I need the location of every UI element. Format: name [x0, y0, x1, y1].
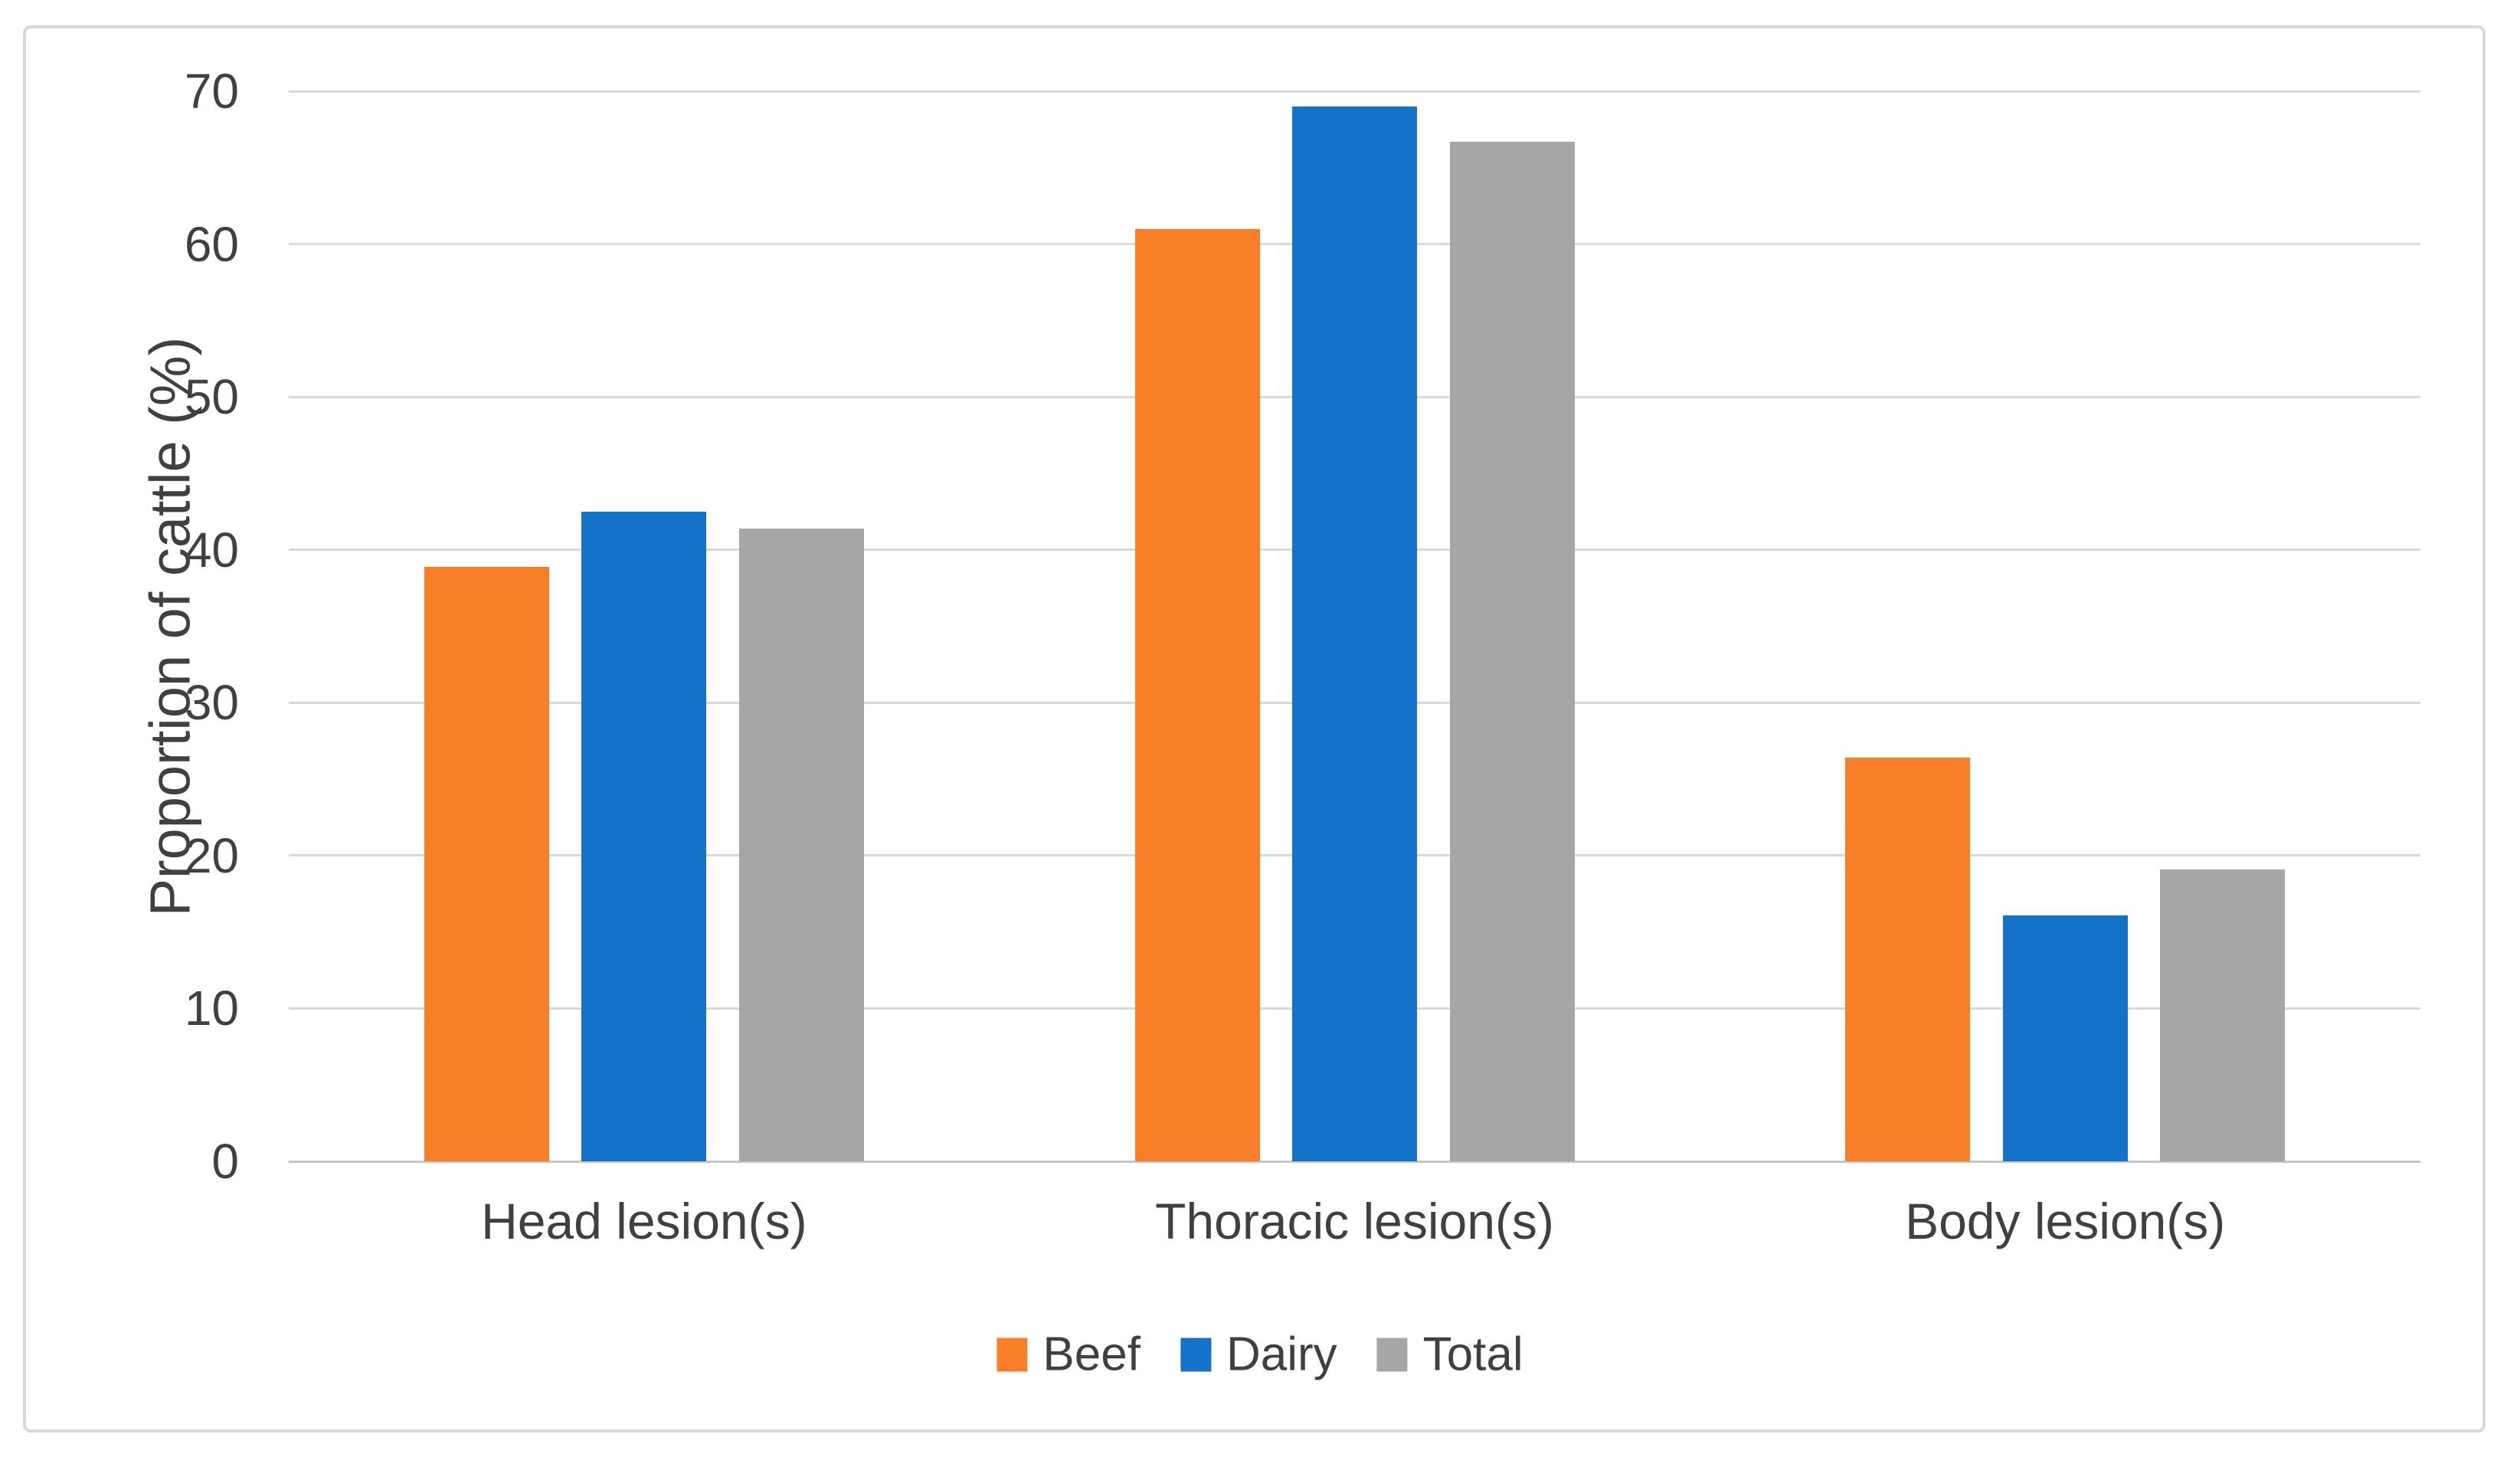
bar-beef-thoracic-lesion-s	[1134, 228, 1260, 1161]
y-tick-label-60: 60	[184, 216, 239, 272]
y-tick-label-30: 30	[184, 675, 239, 731]
bar-dairy-thoracic-lesion-s	[1292, 106, 1417, 1161]
legend-item-total: Total	[1376, 1328, 1523, 1382]
bar-dairy-head-lesion-s	[581, 511, 707, 1161]
legend-label-total: Total	[1422, 1328, 1523, 1381]
y-tick-label-20: 20	[184, 827, 239, 883]
bar-total-body-lesion-s	[2160, 869, 2286, 1161]
gridline-70	[289, 90, 2420, 93]
y-tick-label-50: 50	[184, 369, 239, 425]
legend: Beef Dairy Total	[997, 1328, 1523, 1382]
category-label-head-lesion-s: Head lesion(s)	[481, 1193, 807, 1249]
legend-label-beef: Beef	[1042, 1328, 1141, 1381]
y-tick-label-10: 10	[184, 981, 239, 1036]
legend-swatch-total	[1376, 1338, 1408, 1371]
bar-total-thoracic-lesion-s	[1449, 141, 1575, 1161]
category-label-body-lesion-s: Body lesion(s)	[1905, 1193, 2226, 1249]
category-label-thoracic-lesion-s: Thoracic lesion(s)	[1155, 1193, 1554, 1249]
legend-item-beef: Beef	[997, 1328, 1141, 1382]
legend-swatch-dairy	[1180, 1338, 1211, 1371]
figure-border	[23, 25, 2486, 1433]
bar-beef-body-lesion-s	[1845, 758, 1971, 1161]
x-axis-line	[289, 1160, 2420, 1163]
y-tick-label-70: 70	[184, 64, 239, 119]
bar-beef-head-lesion-s	[424, 566, 549, 1161]
legend-item-dairy: Dairy	[1180, 1328, 1337, 1382]
bar-total-head-lesion-s	[738, 528, 864, 1161]
bar-dairy-body-lesion-s	[2002, 915, 2128, 1161]
legend-label-dairy: Dairy	[1226, 1328, 1337, 1381]
y-tick-label-40: 40	[184, 522, 239, 578]
legend-swatch-beef	[997, 1338, 1028, 1371]
y-tick-label-0: 0	[211, 1134, 239, 1189]
